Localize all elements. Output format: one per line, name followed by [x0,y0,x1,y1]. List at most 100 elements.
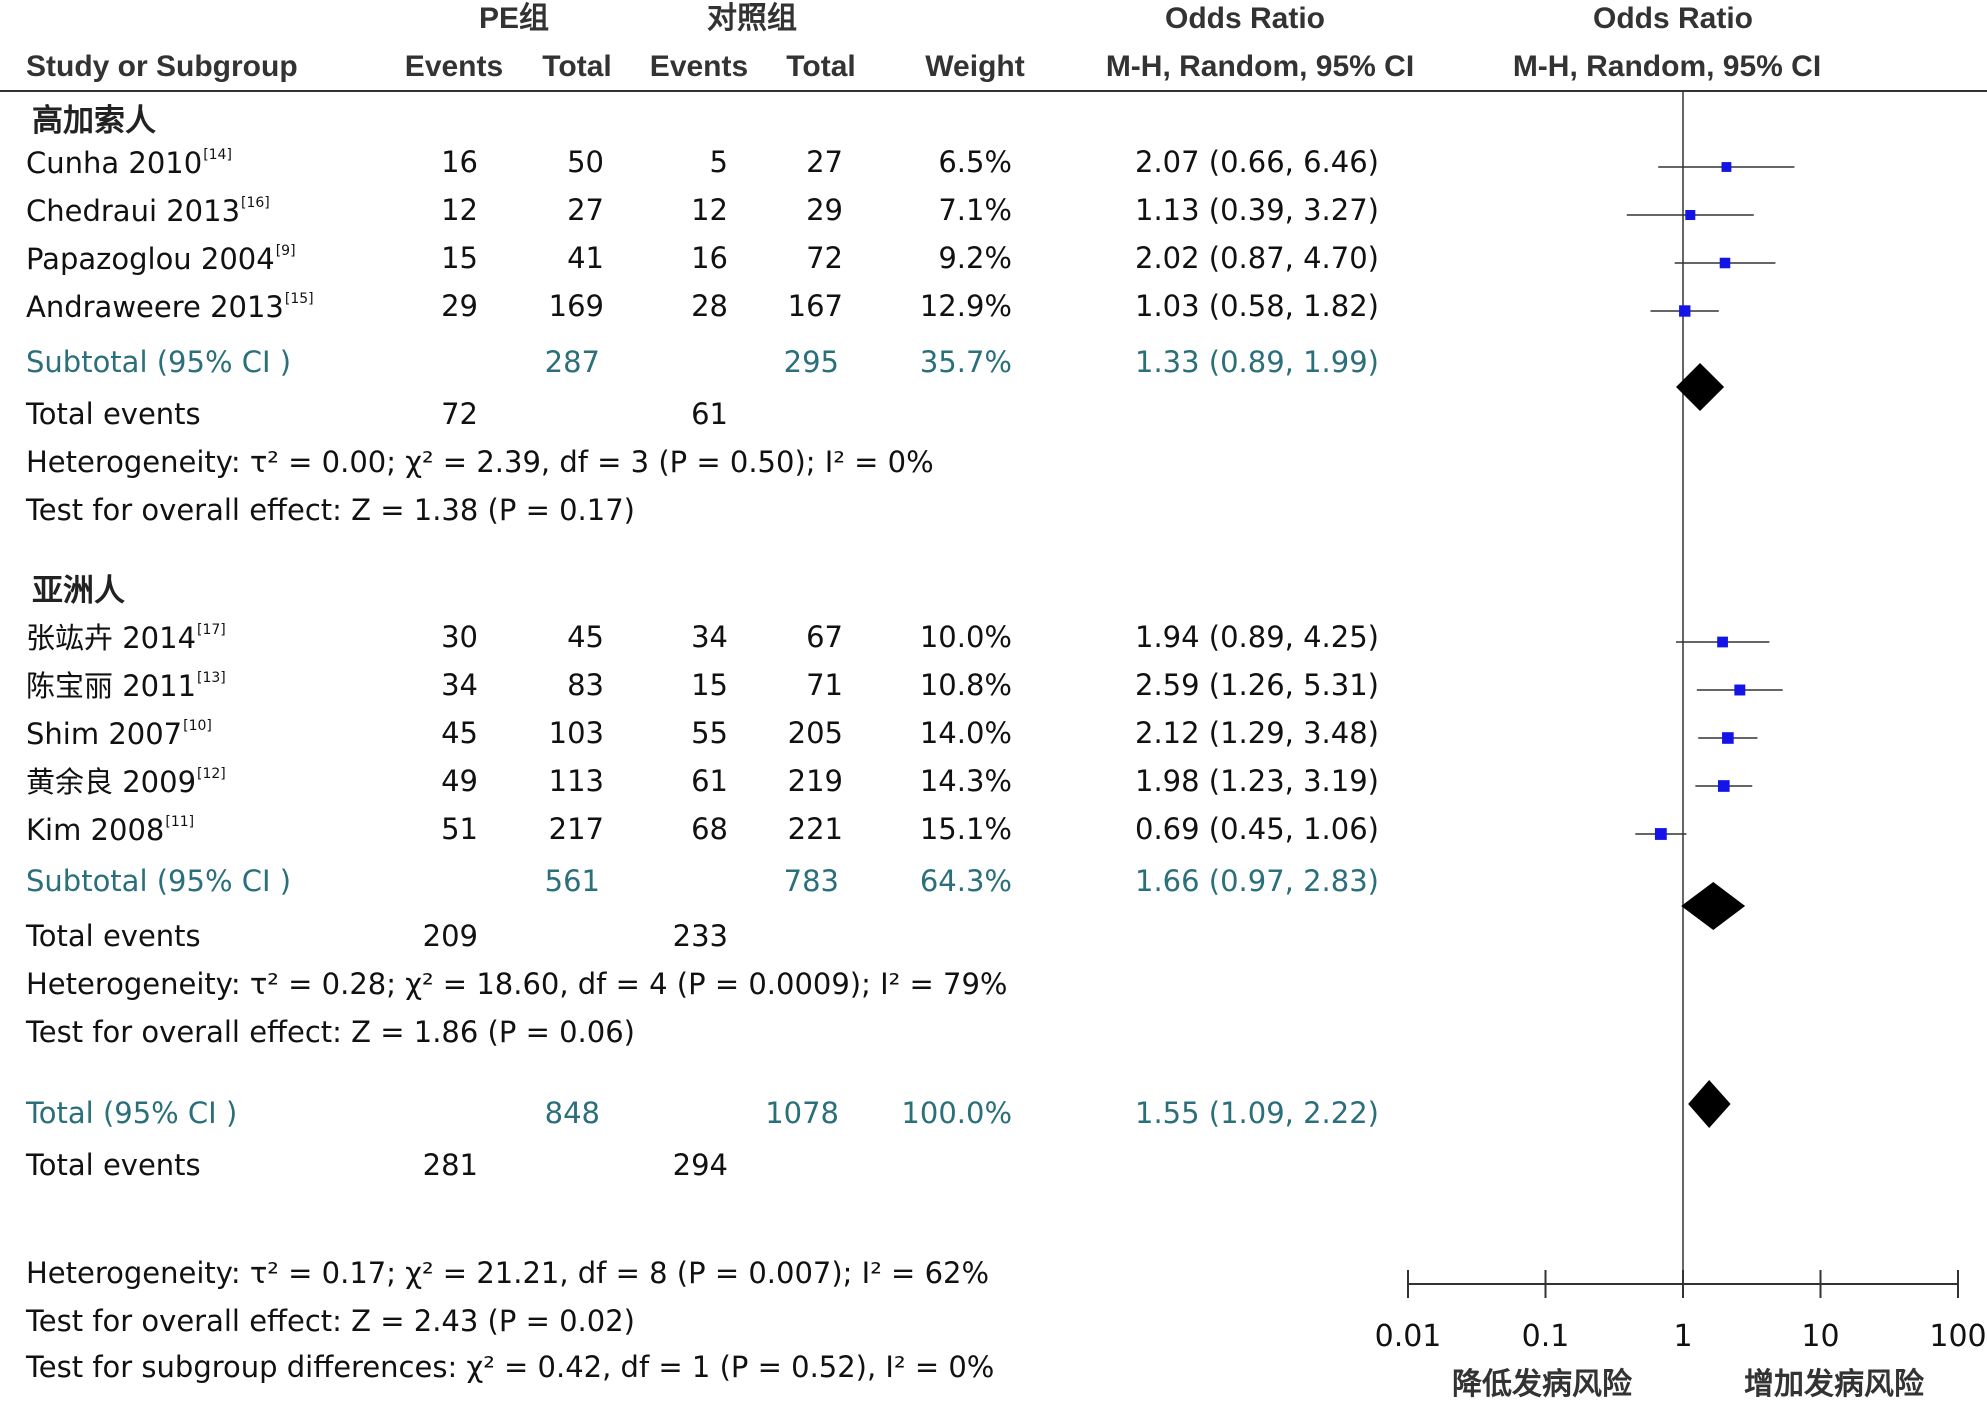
odds-ratio-ci-cell: 2.59 (1.26, 5.31) [1135,668,1379,702]
subtotal-weight: 35.7% [919,345,1012,379]
favours-left-label: 降低发病风险 [1452,1368,1632,1401]
odds-ratio-ci-cell: 2.07 (0.66, 6.46) [1135,145,1379,179]
total2-cell: 219 [787,764,843,798]
header-events2: Events [649,50,749,83]
weight-cell: 10.8% [919,668,1012,702]
odds-ratio-ci-cell: 1.98 (1.23, 3.19) [1135,764,1379,798]
header-total2: Total [786,50,856,83]
total1-cell: 113 [548,764,604,798]
total2-cell: 205 [787,716,843,750]
x-axis-tick-label-4: 100 [1929,1319,1987,1354]
study-label-0-2: Papazoglou 2004[9] [26,244,296,274]
subtotal-total2: 295 [783,345,839,379]
header-group2: 对照组 [707,2,797,35]
reference-marker: [10] [183,718,212,734]
study-marker-1-3 [1717,780,1730,792]
study-label-1-4: Kim 2008[11] [26,815,194,845]
total2-cell: 167 [787,289,843,323]
total2-cell: 221 [787,812,843,846]
x-axis-tick-label-1: 0.1 [1521,1319,1570,1354]
header-odds-ratio-right: Odds Ratio [1592,2,1754,35]
total-weight: 100.0% [901,1096,1012,1130]
study-label-1-2: Shim 2007[10] [26,719,212,749]
footer-heterogeneity: Heterogeneity: τ² = 0.17; χ² = 21.21, df… [26,1256,990,1290]
total1-cell: 41 [567,241,604,275]
events1-cell: 49 [441,764,478,798]
total-events-e1: 72 [441,397,478,431]
study-name-text: Papazoglou 2004 [26,242,275,276]
odds-ratio-ci-cell: 0.69 (0.45, 1.06) [1135,812,1379,846]
total1-cell: 45 [567,620,604,654]
subtotal-ci: 1.66 (0.97, 2.83) [1135,864,1379,898]
subgroup-title-1: 亚洲人 [32,573,125,609]
overall-total-events-label: Total events [26,1148,201,1182]
events2-cell: 28 [691,289,728,323]
total-diamond [1688,1080,1731,1128]
header-group1: PE组 [478,2,550,35]
events1-cell: 15 [441,241,478,275]
total2-cell: 67 [806,620,843,654]
x-axis-tick-label-0: 0.01 [1374,1319,1442,1354]
study-label-0-1: Chedraui 2013[16] [26,196,270,226]
total-events-label: Total events [26,397,201,431]
events1-cell: 16 [441,145,478,179]
events1-cell: 51 [441,812,478,846]
study-marker-1-0 [1717,636,1728,648]
events2-cell: 12 [691,193,728,227]
header-events1: Events [404,50,504,83]
header-weight: Weight [925,50,1025,83]
events2-cell: 68 [691,812,728,846]
subtotal-ci: 1.33 (0.89, 1.99) [1135,345,1379,379]
weight-cell: 7.1% [938,193,1012,227]
subtotal-weight: 64.3% [919,864,1012,898]
study-marker-0-0 [1721,162,1732,172]
header-method-left: M-H, Random, 95% CI [1105,50,1415,83]
study-marker-1-1 [1734,684,1746,696]
total1-cell: 83 [567,668,604,702]
reference-marker: [14] [203,147,232,163]
study-name-text: 陈宝丽 2011 [26,669,197,703]
total-label: Total (95% CI ) [26,1096,238,1130]
header-method-right: M-H, Random, 95% CI [1512,50,1822,83]
weight-cell: 15.1% [919,812,1012,846]
odds-ratio-ci-cell: 1.03 (0.58, 1.82) [1135,289,1379,323]
total1-cell: 103 [548,716,604,750]
subgroup-title-0: 高加索人 [32,103,156,139]
header-odds-ratio-left: Odds Ratio [1164,2,1326,35]
study-marker-0-2 [1719,257,1731,269]
total-events-label: Total events [26,919,201,953]
overall-total-events-e1: 281 [422,1148,478,1182]
study-label-0-0: Cunha 2010[14] [26,148,232,178]
reference-marker: [15] [284,291,314,307]
study-name-text: 张竑卉 2014 [26,621,197,655]
subtotal-total1: 287 [544,345,600,379]
total-total2: 1078 [765,1096,839,1130]
events2-cell: 5 [709,145,728,179]
odds-ratio-ci-cell: 1.13 (0.39, 3.27) [1135,193,1379,227]
events2-cell: 61 [691,764,728,798]
reference-marker: [17] [197,622,226,638]
total2-cell: 72 [806,241,843,275]
total2-cell: 29 [806,193,843,227]
study-name-text: 黄余良 2009 [26,765,197,799]
total1-cell: 50 [567,145,604,179]
total1-cell: 217 [548,812,604,846]
total-events-e1: 209 [422,919,478,953]
weight-cell: 9.2% [938,241,1012,275]
subtotal-total1: 561 [544,864,600,898]
weight-cell: 14.3% [919,764,1012,798]
weight-cell: 6.5% [938,145,1012,179]
total-events-e2: 233 [672,919,728,953]
footer-subgroup-differences: Test for subgroup differences: χ² = 0.42… [26,1350,995,1384]
study-label-0-3: Andraweere 2013[15] [26,292,314,322]
header-study: Study or Subgroup [26,50,298,83]
x-axis-tick-label-3: 10 [1801,1319,1840,1354]
events1-cell: 12 [441,193,478,227]
events1-cell: 34 [441,668,478,702]
subtotal-diamond-1 [1681,882,1746,930]
study-name-text: Kim 2008 [26,813,165,847]
study-marker-1-2 [1722,732,1734,744]
events2-cell: 34 [691,620,728,654]
events2-cell: 16 [691,241,728,275]
